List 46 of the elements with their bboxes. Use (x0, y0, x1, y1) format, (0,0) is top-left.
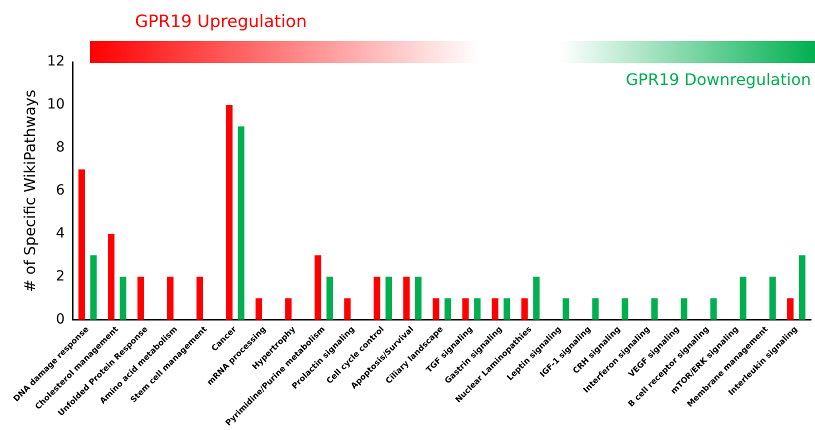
bar (504, 298, 510, 320)
bar (314, 255, 322, 320)
text: GPR19 Upregulation (135, 12, 307, 32)
bar (787, 298, 794, 320)
bar (798, 255, 806, 320)
bar (386, 276, 392, 320)
bar (403, 276, 410, 320)
bar (326, 276, 333, 320)
bar (710, 298, 717, 320)
y-tick-label: 8 (56, 140, 65, 156)
bar (521, 298, 528, 320)
bar (78, 169, 85, 320)
bar (167, 276, 174, 320)
y-tick-label: 4 (56, 225, 65, 242)
bar (533, 276, 540, 320)
bar (680, 298, 688, 320)
bar (256, 298, 262, 320)
y-tick-label: 6 (56, 182, 65, 199)
bar (90, 255, 97, 320)
y-tick-label: 12 (46, 54, 65, 70)
bar (492, 298, 498, 320)
bar (285, 298, 292, 320)
y-tick-label: 0 (56, 311, 65, 328)
text: GPR19 Downregulation (626, 70, 811, 89)
bar (474, 298, 481, 320)
y-tick-label: 10 (46, 96, 65, 113)
bar (374, 276, 380, 320)
bar (415, 276, 422, 320)
bar (137, 276, 144, 320)
y-axis-title: # of Specific WikiPathways (20, 90, 39, 292)
bar (226, 104, 233, 320)
bar (740, 276, 746, 320)
bar (196, 276, 204, 320)
bar (462, 298, 469, 320)
bar (344, 298, 351, 320)
bar (120, 276, 126, 320)
bar (238, 126, 244, 320)
bar (108, 234, 114, 320)
bar (432, 298, 440, 320)
bar (651, 298, 658, 320)
bar (592, 298, 599, 320)
bar (769, 276, 776, 320)
y-tick-label: 2 (56, 268, 65, 284)
bar (622, 298, 628, 320)
bar (444, 298, 452, 320)
bar (562, 298, 570, 320)
